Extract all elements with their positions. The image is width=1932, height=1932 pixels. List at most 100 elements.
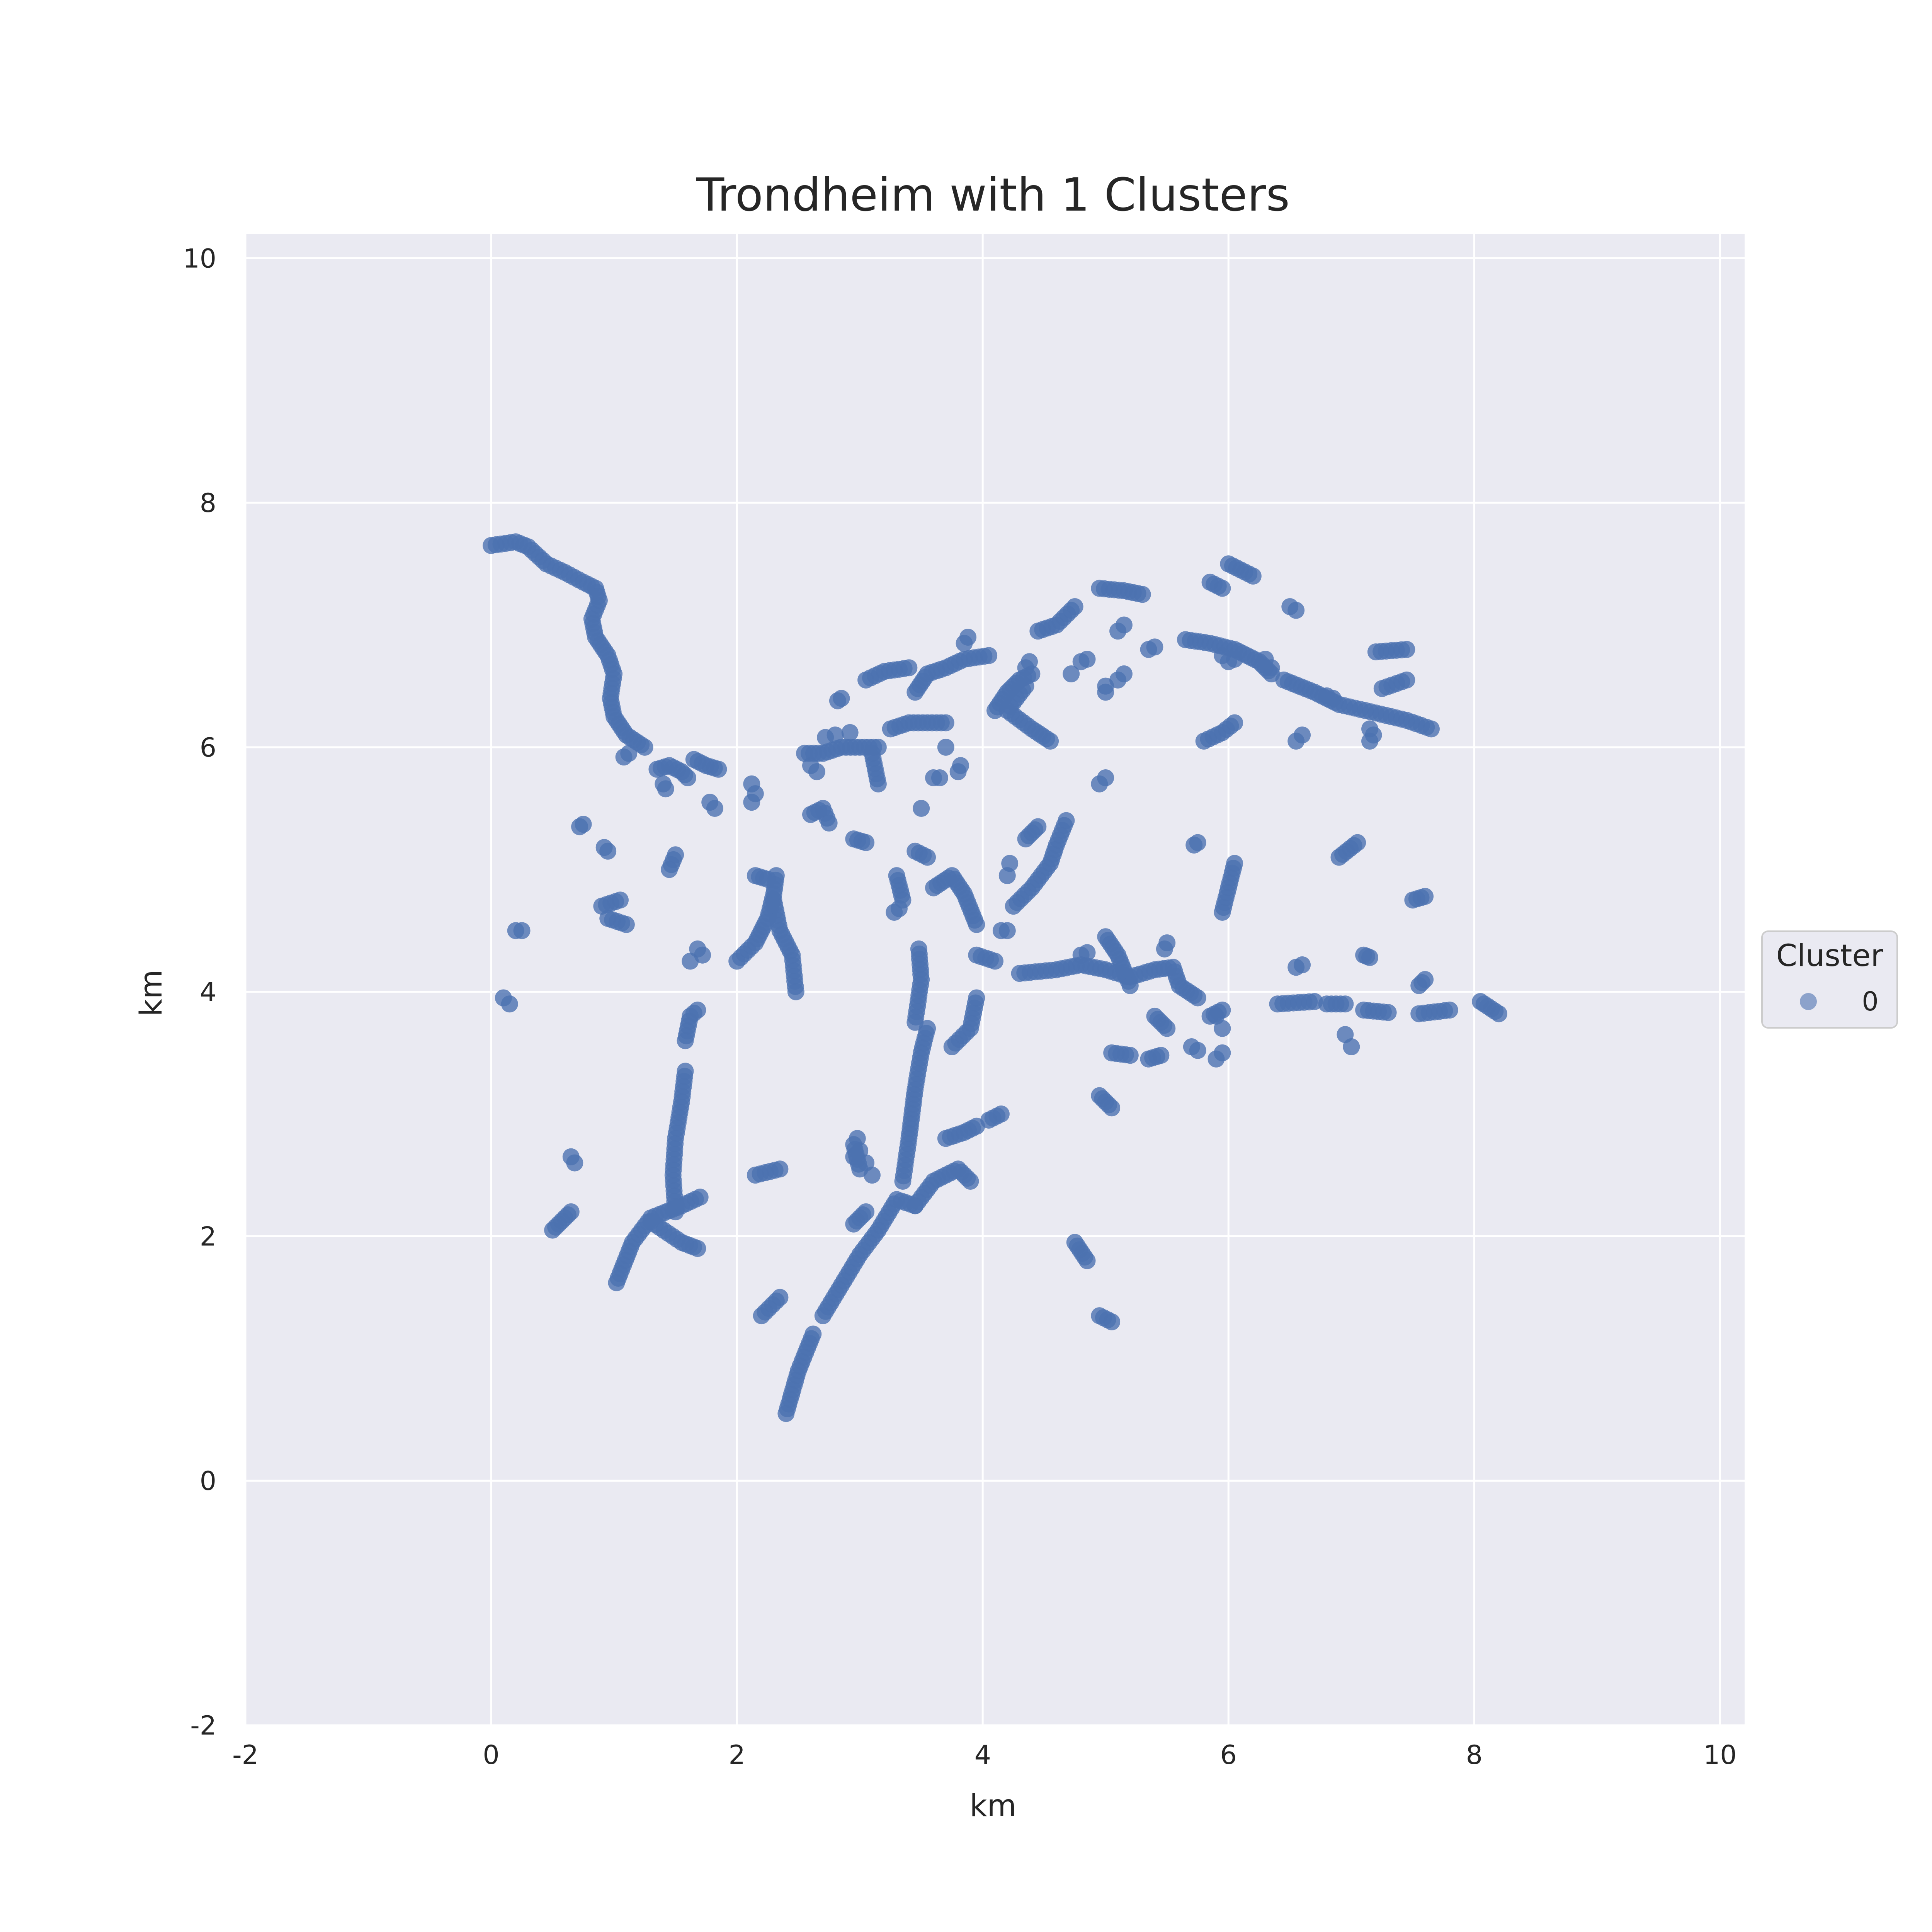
- data-point: [575, 816, 592, 833]
- x-tick-label: -2: [232, 1740, 259, 1770]
- x-tick-label: 10: [1703, 1740, 1737, 1770]
- data-point: [513, 922, 531, 939]
- data-point: [1021, 653, 1038, 670]
- data-point: [501, 995, 518, 1013]
- data-point: [599, 842, 617, 860]
- plot-area: [245, 234, 1745, 1725]
- data-point: [689, 1240, 706, 1257]
- data-point: [980, 647, 998, 664]
- data-point: [1294, 726, 1311, 744]
- data-point: [1063, 665, 1080, 683]
- data-point: [667, 846, 684, 864]
- data-point: [910, 940, 927, 957]
- data-point: [1134, 586, 1151, 603]
- data-point: [1349, 834, 1366, 851]
- x-tick-label: 8: [1466, 1740, 1483, 1770]
- data-point: [1337, 995, 1354, 1013]
- data-point: [931, 769, 948, 786]
- x-tick-label: 2: [728, 1740, 745, 1770]
- x-tick-label: 6: [1220, 1740, 1237, 1770]
- data-point: [913, 800, 930, 817]
- data-point: [968, 916, 985, 933]
- data-point: [657, 780, 674, 798]
- data-point: [1214, 580, 1231, 597]
- data-point: [820, 815, 838, 832]
- data-point: [771, 1160, 789, 1178]
- y-tick-label: 0: [200, 1466, 216, 1497]
- data-point: [1189, 1042, 1206, 1059]
- data-point: [1001, 855, 1019, 872]
- data-point: [869, 775, 887, 793]
- data-point: [1158, 1020, 1176, 1037]
- data-point: [612, 891, 629, 909]
- data-point: [689, 1002, 706, 1019]
- data-point: [863, 1167, 881, 1184]
- data-point: [1417, 971, 1434, 988]
- data-point: [1078, 944, 1096, 961]
- x-tick-label: 0: [483, 1740, 499, 1770]
- data-point: [1244, 567, 1262, 585]
- data-point: [1115, 616, 1133, 634]
- data-point: [968, 989, 985, 1007]
- data-point: [1066, 598, 1083, 615]
- data-point: [1226, 855, 1243, 872]
- data-point: [849, 1130, 866, 1147]
- data-point: [1417, 888, 1434, 905]
- data-point: [1490, 1005, 1507, 1022]
- data-point: [1189, 989, 1206, 1007]
- data-point: [1158, 934, 1176, 952]
- data-point: [1189, 834, 1206, 851]
- data-point: [804, 1325, 822, 1343]
- y-tick-label: 10: [183, 243, 216, 274]
- y-tick-label: -2: [190, 1711, 216, 1741]
- data-point: [857, 834, 875, 851]
- data-point: [636, 738, 653, 756]
- data-point: [1078, 1252, 1096, 1269]
- y-axis-label: km: [134, 969, 169, 1016]
- data-point: [1121, 1047, 1139, 1064]
- data-point: [808, 763, 825, 781]
- data-point: [771, 1289, 789, 1306]
- data-point: [1146, 638, 1163, 656]
- legend: Cluster 0: [1761, 930, 1898, 1029]
- data-points: [483, 533, 1507, 1422]
- data-point: [986, 952, 1003, 970]
- data-point: [833, 690, 850, 707]
- data-point: [817, 729, 834, 746]
- y-tick-label: 8: [200, 488, 216, 519]
- data-point: [919, 849, 936, 866]
- data-point: [787, 983, 804, 1000]
- data-point: [620, 745, 638, 762]
- data-point: [1226, 714, 1243, 731]
- data-point: [1398, 671, 1415, 689]
- data-point: [566, 1154, 583, 1172]
- tick-labels: -2 0 2 4 6 8 10 -2 0 2 4 6 8 10: [183, 243, 1736, 1770]
- data-point: [1379, 1004, 1397, 1021]
- data-point: [1042, 733, 1059, 750]
- data-point: [679, 769, 696, 786]
- data-point: [1029, 818, 1047, 835]
- data-point: [1103, 1099, 1121, 1117]
- x-axis-label: km: [969, 1789, 1016, 1823]
- data-point: [1103, 1313, 1121, 1330]
- y-tick-label: 6: [200, 733, 216, 763]
- data-point: [1121, 977, 1139, 994]
- data-point: [706, 800, 723, 817]
- data-point: [1152, 1047, 1170, 1064]
- data-point: [617, 916, 635, 933]
- data-point: [562, 1203, 580, 1221]
- data-point: [747, 785, 764, 803]
- legend-marker: [1800, 993, 1817, 1010]
- data-point: [691, 1189, 709, 1206]
- chart-title: Trondheim with 1 Clusters: [696, 168, 1290, 221]
- data-point: [937, 738, 954, 756]
- data-point: [677, 1063, 694, 1080]
- data-point: [694, 946, 711, 964]
- data-point: [937, 714, 954, 731]
- legend-entry-label: 0: [1862, 986, 1878, 1017]
- data-point: [841, 724, 859, 741]
- data-point: [1361, 949, 1378, 966]
- data-point: [1097, 769, 1114, 786]
- data-point: [857, 1203, 875, 1221]
